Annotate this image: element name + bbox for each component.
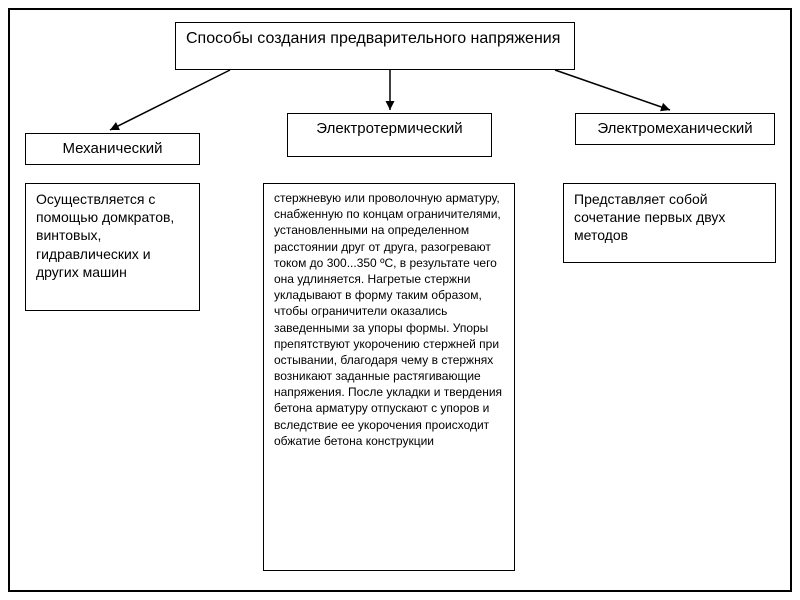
arrow-line [555,70,670,110]
arrow-group [110,70,670,130]
arrow-line [110,70,230,130]
arrows-layer [0,0,800,600]
